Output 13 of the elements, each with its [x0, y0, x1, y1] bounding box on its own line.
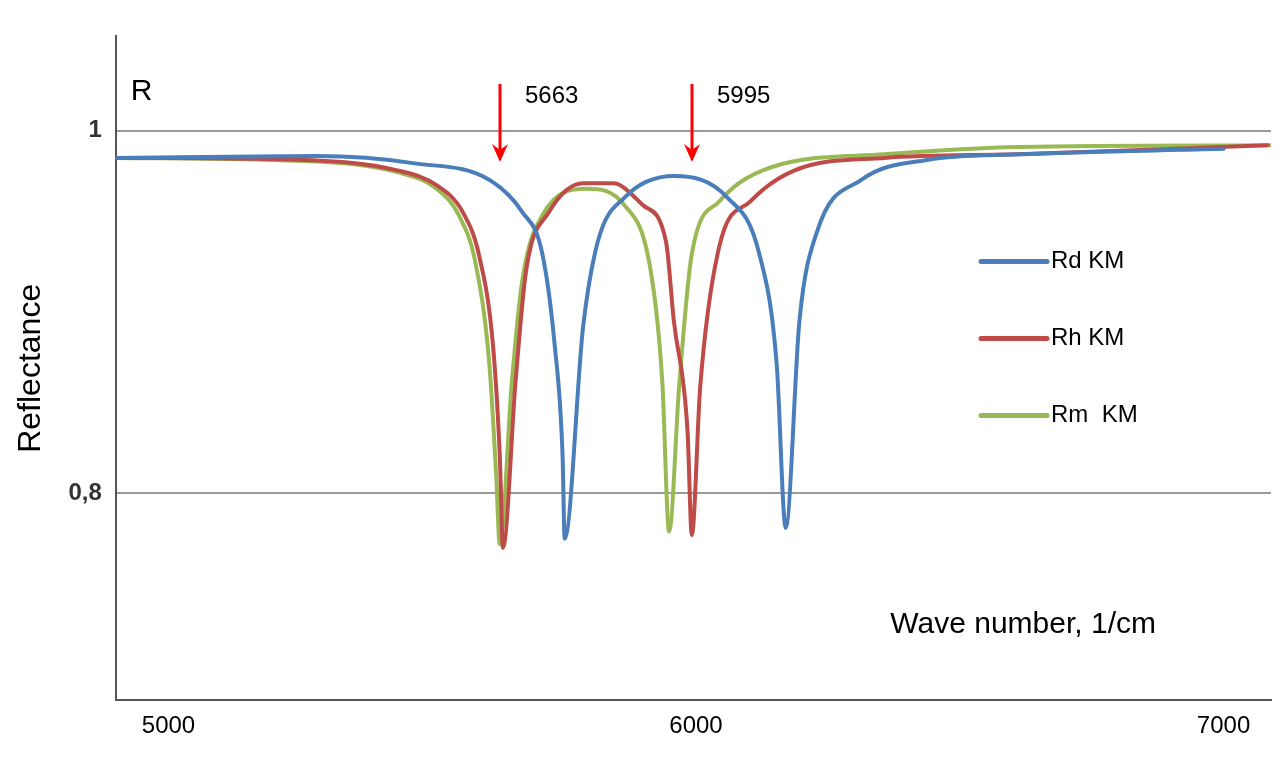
x-tick-label: 6000 [669, 711, 723, 739]
annotation: R [130, 72, 153, 106]
y-tick-label: 0,8 [68, 478, 102, 506]
x-tick-label: 7000 [1196, 711, 1251, 739]
annotation: 5663 [525, 80, 579, 108]
legend-label: Rh KM [1051, 323, 1125, 351]
legend-label: Rm KM [1051, 400, 1138, 428]
y-tick-label: 1 [88, 115, 102, 143]
legend-label: Rd KM [1051, 246, 1125, 274]
x-tick-label: 5000 [141, 711, 196, 739]
x-axis-title: Wave number, 1/cm [890, 606, 1156, 640]
annotation: 5995 [717, 80, 771, 108]
y-axis-title: Reflectance [11, 283, 48, 453]
